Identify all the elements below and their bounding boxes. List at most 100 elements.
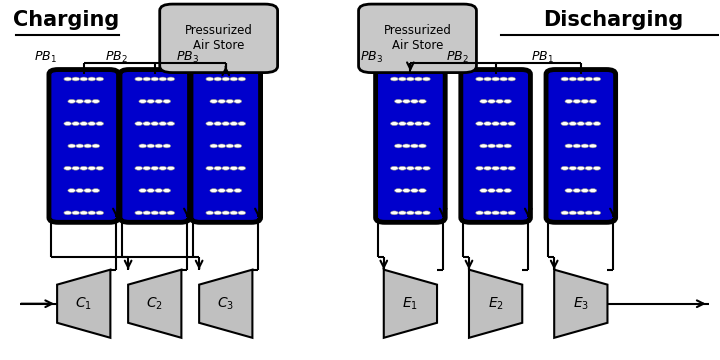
Circle shape (210, 144, 217, 148)
Circle shape (147, 144, 155, 148)
Circle shape (163, 99, 171, 103)
Circle shape (80, 122, 88, 126)
Circle shape (577, 166, 585, 170)
Circle shape (496, 189, 503, 193)
Circle shape (64, 122, 71, 126)
Circle shape (206, 77, 214, 81)
Circle shape (151, 77, 158, 81)
Text: Pressurized
Air Store: Pressurized Air Store (384, 24, 451, 52)
FancyBboxPatch shape (160, 4, 278, 73)
Polygon shape (469, 270, 522, 338)
Circle shape (214, 77, 222, 81)
Circle shape (96, 122, 104, 126)
Circle shape (210, 189, 217, 193)
Polygon shape (57, 270, 110, 338)
Circle shape (593, 166, 600, 170)
Circle shape (226, 99, 233, 103)
Circle shape (151, 122, 158, 126)
Circle shape (484, 166, 492, 170)
Circle shape (399, 122, 406, 126)
Circle shape (577, 211, 585, 215)
Circle shape (418, 189, 426, 193)
Text: $E_3$: $E_3$ (573, 296, 589, 312)
Circle shape (476, 211, 483, 215)
Circle shape (415, 122, 422, 126)
Text: $PB_1$: $PB_1$ (531, 50, 554, 65)
Circle shape (80, 77, 88, 81)
Circle shape (484, 211, 492, 215)
FancyBboxPatch shape (191, 69, 261, 222)
Circle shape (496, 99, 503, 103)
Text: $PB_3$: $PB_3$ (361, 50, 384, 65)
Circle shape (561, 122, 569, 126)
Circle shape (76, 189, 84, 193)
FancyBboxPatch shape (49, 69, 119, 222)
Polygon shape (128, 270, 181, 338)
Circle shape (151, 211, 158, 215)
Circle shape (214, 166, 222, 170)
Circle shape (64, 211, 71, 215)
Circle shape (163, 189, 171, 193)
Circle shape (407, 166, 414, 170)
Circle shape (159, 166, 166, 170)
Circle shape (561, 211, 569, 215)
Text: Pressurized
Air Store: Pressurized Air Store (185, 24, 253, 52)
Circle shape (96, 166, 104, 170)
Circle shape (167, 166, 175, 170)
Circle shape (569, 77, 577, 81)
Circle shape (415, 77, 422, 81)
Circle shape (500, 122, 508, 126)
FancyBboxPatch shape (461, 69, 531, 222)
Circle shape (218, 189, 225, 193)
Polygon shape (199, 270, 253, 338)
Circle shape (577, 77, 585, 81)
Circle shape (238, 211, 246, 215)
Circle shape (480, 144, 487, 148)
Circle shape (593, 77, 600, 81)
Circle shape (238, 166, 246, 170)
Text: $C_2$: $C_2$ (146, 296, 163, 312)
Circle shape (135, 122, 143, 126)
Circle shape (423, 122, 431, 126)
Circle shape (476, 166, 483, 170)
Circle shape (561, 166, 569, 170)
Circle shape (135, 211, 143, 215)
Polygon shape (554, 270, 608, 338)
Circle shape (492, 211, 500, 215)
Circle shape (410, 189, 418, 193)
Circle shape (96, 211, 104, 215)
Circle shape (399, 77, 406, 81)
Circle shape (585, 166, 593, 170)
Circle shape (92, 144, 99, 148)
Circle shape (206, 122, 214, 126)
Circle shape (88, 122, 96, 126)
Circle shape (143, 211, 150, 215)
Circle shape (84, 144, 91, 148)
Circle shape (390, 77, 398, 81)
Circle shape (84, 189, 91, 193)
Polygon shape (384, 270, 437, 338)
FancyBboxPatch shape (546, 69, 616, 222)
FancyBboxPatch shape (359, 4, 477, 73)
Circle shape (593, 211, 600, 215)
Text: Discharging: Discharging (543, 10, 683, 30)
Text: $C_3$: $C_3$ (217, 296, 234, 312)
Text: $PB_3$: $PB_3$ (176, 50, 199, 65)
Circle shape (88, 166, 96, 170)
Text: $PB_2$: $PB_2$ (105, 50, 127, 65)
Circle shape (508, 211, 516, 215)
Circle shape (589, 144, 597, 148)
Circle shape (222, 211, 230, 215)
Circle shape (147, 99, 155, 103)
Circle shape (147, 189, 155, 193)
Circle shape (593, 122, 600, 126)
Circle shape (585, 122, 593, 126)
Circle shape (167, 77, 175, 81)
Circle shape (72, 166, 79, 170)
Text: $E_2$: $E_2$ (487, 296, 503, 312)
Circle shape (238, 122, 246, 126)
Circle shape (476, 77, 483, 81)
Circle shape (68, 189, 76, 193)
Circle shape (76, 99, 84, 103)
Circle shape (214, 211, 222, 215)
